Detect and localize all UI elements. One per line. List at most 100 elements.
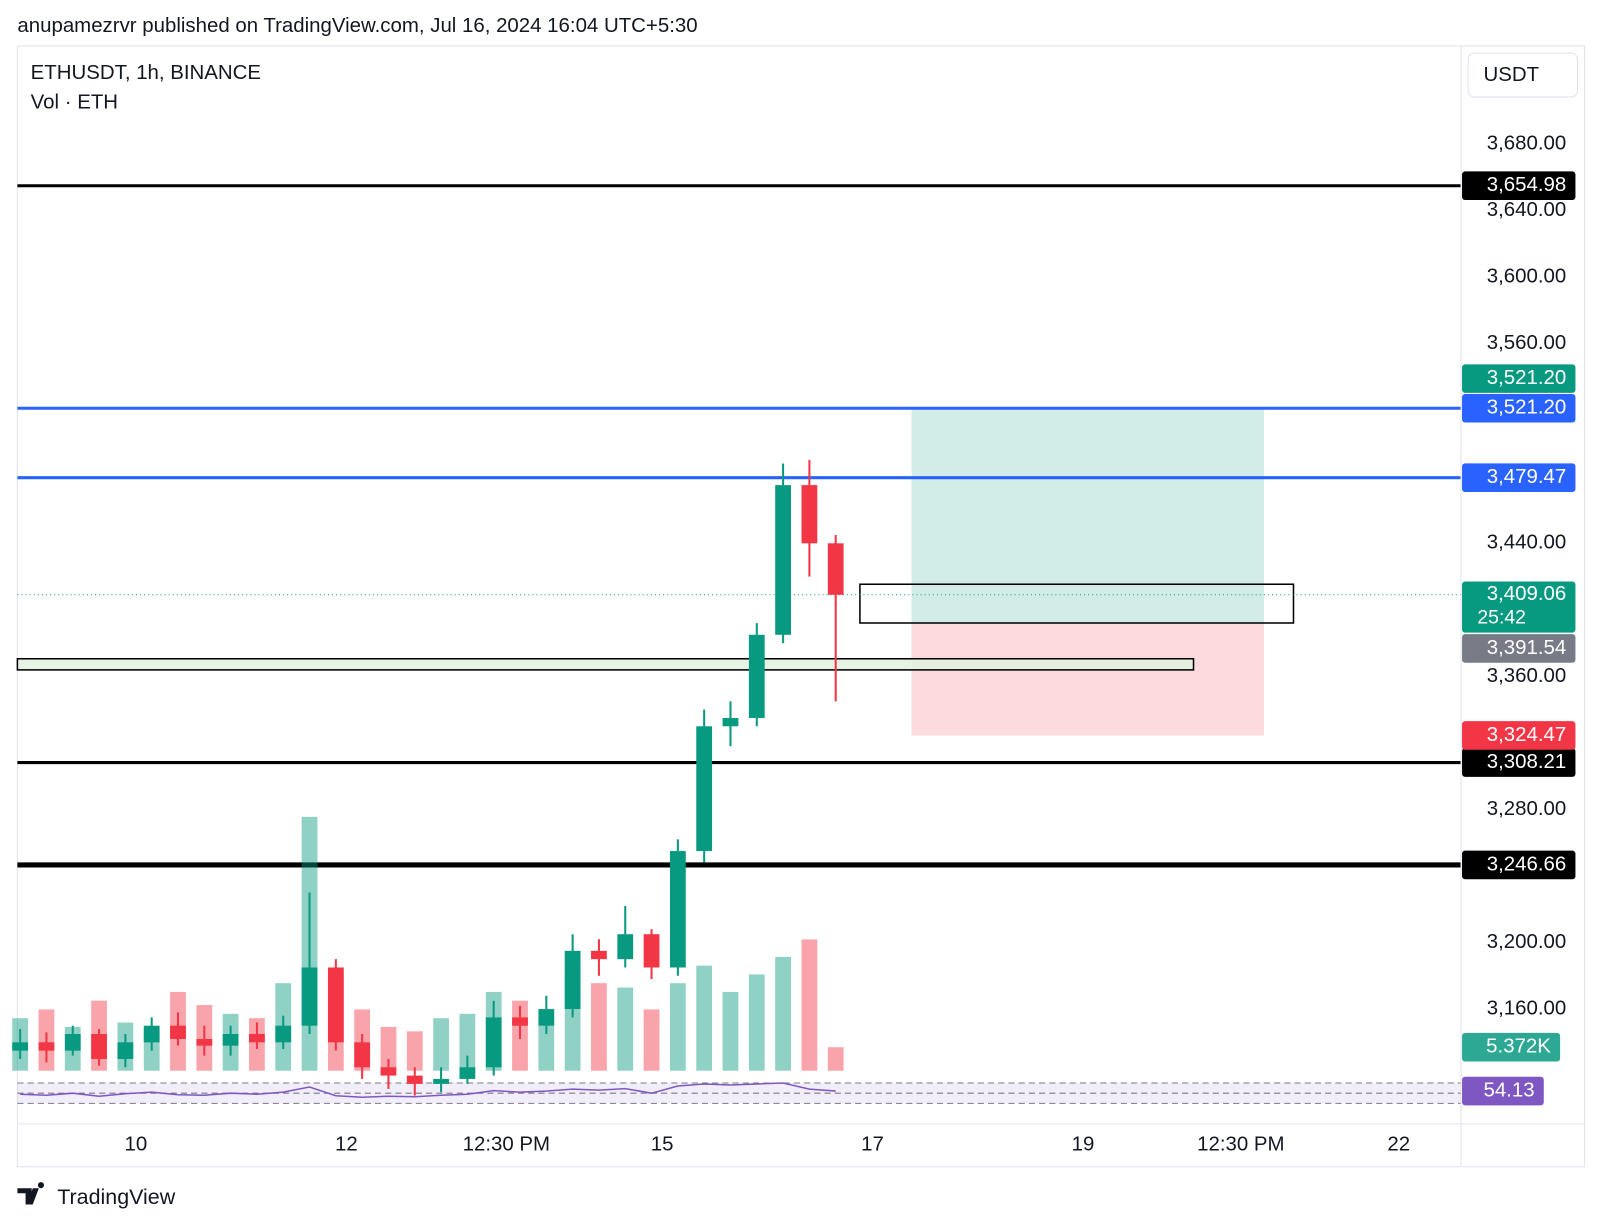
candle-body [722, 717, 739, 727]
chart-frame [16, 45, 1586, 1168]
candle-body [222, 1034, 239, 1046]
volume-bar [748, 974, 765, 1071]
entry-label-box [1462, 634, 1576, 663]
stop-label-box [1462, 721, 1576, 750]
currency-label: USDT [1483, 64, 1539, 86]
symbol-title: ETHUSDT, 1h, BINANCE [31, 62, 261, 84]
logo-text: TradingView [57, 1185, 175, 1209]
candle-body [643, 934, 660, 968]
level-label-box [1462, 850, 1576, 880]
level-label-box [1462, 393, 1576, 423]
level-label: 3,654.98 [1487, 174, 1567, 196]
candle-body [354, 1042, 371, 1068]
target-label-box [1462, 364, 1576, 393]
candle-body [433, 1078, 449, 1084]
y-tick-label: 3,640.00 [1487, 199, 1567, 221]
volume-bar [459, 1013, 476, 1071]
zone-box [16, 657, 1195, 671]
volume-bar [801, 939, 818, 1071]
rsi-last-box [1462, 1076, 1544, 1106]
level-label-box [1462, 463, 1576, 492]
volume-title: Vol · ETH [31, 92, 118, 114]
axis-layer: 3,680.00 3,640.00 3,600.00 3,560.00 3,440.00… [125, 133, 1576, 1156]
candle-body [748, 634, 765, 718]
volume-last-label: 5.372K [1486, 1036, 1551, 1058]
level-label-box [1462, 171, 1576, 201]
candle-body [775, 485, 791, 635]
x-tick-label: 12:30 PM [463, 1134, 550, 1156]
last-price-box [1462, 581, 1576, 633]
target-label: 3,521.20 [1487, 367, 1567, 389]
volume-bar [722, 991, 739, 1071]
volume-bar [775, 956, 791, 1071]
level-label: 3,246.66 [1487, 853, 1567, 875]
y-tick-label: 3,280.00 [1487, 798, 1567, 820]
y-tick-label: 3,160.00 [1487, 997, 1567, 1019]
volume-bar [669, 983, 686, 1071]
candle-body [512, 1017, 528, 1026]
candle-body [196, 1039, 213, 1046]
y-tick-label: 3,440.00 [1487, 532, 1567, 554]
volume-bar [380, 1026, 397, 1071]
candle-body [117, 1042, 134, 1059]
candle-body [327, 967, 344, 1043]
x-tick-label: 15 [651, 1134, 674, 1156]
x-tick-label: 12 [335, 1134, 358, 1156]
volume-bar [827, 1047, 844, 1071]
y-tick-label: 3,600.00 [1487, 266, 1567, 288]
candle-body [249, 1034, 265, 1043]
x-tick-label: 22 [1387, 1134, 1410, 1156]
candle-body [64, 1034, 81, 1051]
x-tick-label: 17 [861, 1134, 884, 1156]
series-layer [12, 460, 844, 1099]
level-label-box [1462, 748, 1576, 777]
candle-body [591, 950, 607, 960]
candle-body [170, 1025, 186, 1040]
tradingview-logo: TradingView [17, 1182, 176, 1209]
candle-body [827, 543, 844, 595]
candle-body [696, 726, 713, 852]
currency-button[interactable] [1467, 52, 1578, 98]
volume-bar [406, 1031, 423, 1071]
volume-last-box [1462, 1032, 1561, 1062]
stop-label: 3,324.47 [1487, 724, 1567, 746]
logo-mark [17, 1182, 45, 1205]
x-tick-label: 19 [1072, 1134, 1095, 1156]
level-label: 3,308.21 [1487, 751, 1567, 773]
candle-body [12, 1042, 29, 1051]
last-price-label: 3,409.06 [1487, 583, 1567, 605]
candle-body [301, 967, 318, 1026]
position-loss-zone [911, 623, 1265, 736]
countdown-label: 25:42 [1477, 606, 1526, 628]
position-profit-zone [911, 408, 1265, 624]
rsi-line [20, 1082, 836, 1099]
candle-body [406, 1075, 423, 1084]
candle-body [459, 1067, 476, 1079]
zone-box [859, 583, 1295, 624]
rsi-last-label: 54.13 [1483, 1079, 1534, 1101]
candle-body [143, 1025, 160, 1043]
x-tick-label: 12:30 PM [1197, 1134, 1284, 1156]
volume-bar [591, 983, 607, 1071]
y-tick-label: 3,680.00 [1487, 133, 1567, 155]
candle-body [91, 1034, 107, 1059]
y-tick-label: 3,360.00 [1487, 665, 1567, 687]
volume-bar [617, 987, 634, 1071]
background-layer [16, 184, 1462, 1104]
publish-note: anupamezrvr published on TradingView.com… [17, 15, 697, 37]
rsi-band-fill [17, 1082, 1462, 1104]
level-label: 3,479.47 [1487, 466, 1567, 488]
volume-bar [433, 1018, 449, 1071]
volume-bar [696, 965, 713, 1071]
level-label: 3,521.20 [1487, 397, 1567, 419]
y-tick-label: 3,200.00 [1487, 931, 1567, 953]
candle-body [538, 1009, 555, 1026]
candle-body [669, 851, 686, 968]
candle-body [617, 934, 634, 960]
y-tick-label: 3,560.00 [1487, 332, 1567, 354]
volume-bar [643, 1009, 660, 1071]
entry-label: 3,391.54 [1487, 637, 1567, 659]
candle-body [380, 1067, 397, 1076]
candle-body [564, 950, 581, 1010]
